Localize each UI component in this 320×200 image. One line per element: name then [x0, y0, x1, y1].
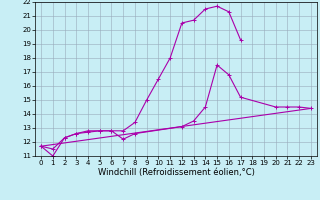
X-axis label: Windchill (Refroidissement éolien,°C): Windchill (Refroidissement éolien,°C): [98, 168, 254, 177]
